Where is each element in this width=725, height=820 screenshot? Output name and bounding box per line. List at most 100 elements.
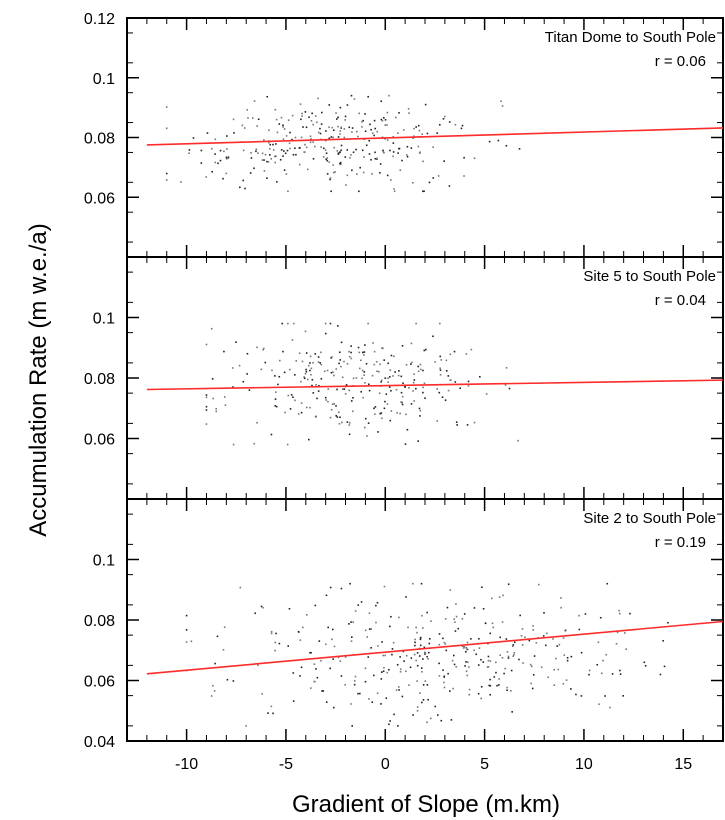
data-point [313, 680, 316, 683]
panel-title: Site 5 to South Pole [583, 268, 716, 285]
data-point [312, 361, 314, 364]
data-point [396, 663, 399, 666]
y-tick-label: 0.06 [84, 674, 115, 691]
data-point [356, 173, 358, 175]
data-point [379, 412, 382, 415]
data-point [379, 172, 381, 174]
data-point [343, 136, 346, 139]
data-point [380, 412, 383, 414]
data-point [439, 369, 442, 371]
data-point [335, 118, 338, 120]
data-point [363, 374, 365, 376]
data-point [562, 682, 565, 685]
data-point [337, 656, 340, 659]
y-tick-label: 0.1 [93, 553, 115, 570]
panel-r-label: r = 0.06 [655, 53, 706, 70]
data-point [381, 417, 383, 420]
data-point [392, 155, 394, 158]
data-point [339, 106, 342, 109]
data-point [384, 124, 387, 126]
data-point [520, 635, 523, 637]
data-point [489, 632, 492, 635]
data-point [417, 124, 420, 127]
y-axis-title: Accumulation Rate (m w.e./a) [25, 223, 52, 536]
data-point [397, 132, 399, 134]
data-point [392, 136, 394, 138]
data-point [299, 675, 301, 677]
data-point [352, 377, 355, 380]
data-point [596, 663, 599, 666]
data-point [223, 350, 225, 353]
data-point [463, 175, 465, 177]
data-point [524, 636, 526, 639]
data-point [308, 438, 310, 441]
data-point [570, 688, 572, 690]
data-point [281, 322, 283, 325]
data-point [383, 151, 385, 154]
data-point [384, 118, 387, 121]
data-point [452, 654, 455, 657]
data-point [180, 181, 182, 183]
data-point [501, 105, 504, 107]
data-point [531, 687, 534, 690]
data-point [371, 374, 374, 377]
data-point [349, 582, 351, 585]
data-point [337, 153, 340, 155]
data-point [329, 667, 331, 670]
data-point [246, 352, 249, 355]
data-point [348, 126, 351, 129]
data-point [448, 121, 451, 123]
data-point [348, 355, 351, 358]
data-point [354, 675, 357, 678]
data-point [426, 721, 428, 724]
data-point [385, 393, 388, 395]
data-point [397, 725, 399, 727]
data-point [510, 690, 512, 692]
data-point [329, 178, 331, 181]
data-point [499, 636, 502, 639]
data-point [434, 705, 437, 708]
data-point [363, 371, 366, 373]
data-point [528, 639, 531, 642]
data-point [399, 412, 401, 415]
data-point [210, 695, 213, 697]
data-point [386, 124, 388, 126]
data-point [376, 692, 379, 695]
data-point [378, 370, 380, 373]
data-point [643, 661, 646, 664]
data-point [373, 134, 375, 137]
data-point [387, 377, 389, 380]
data-point [367, 322, 369, 325]
data-point [295, 153, 297, 156]
data-point [562, 637, 565, 639]
data-point [316, 397, 318, 400]
data-point [465, 661, 467, 663]
data-point [365, 362, 368, 365]
data-point [405, 654, 408, 657]
data-point [246, 373, 248, 375]
data-point [530, 665, 533, 668]
data-point [352, 151, 355, 154]
data-point [320, 659, 322, 662]
data-point [346, 421, 349, 423]
data-point [350, 400, 353, 402]
data-point [619, 673, 622, 675]
data-point [306, 168, 309, 171]
data-point [339, 416, 341, 419]
data-point [324, 149, 327, 151]
data-point [401, 695, 404, 698]
data-point [360, 601, 363, 603]
data-point [578, 628, 581, 631]
data-point [330, 357, 332, 359]
data-point [337, 116, 339, 119]
fit-line [146, 620, 724, 675]
data-point [365, 144, 368, 147]
data-point [283, 128, 286, 130]
data-point [339, 161, 342, 164]
data-point [495, 671, 497, 674]
data-point [335, 414, 338, 417]
data-point [233, 132, 235, 134]
data-point [393, 713, 395, 716]
data-point [460, 127, 463, 130]
data-point [341, 421, 343, 424]
